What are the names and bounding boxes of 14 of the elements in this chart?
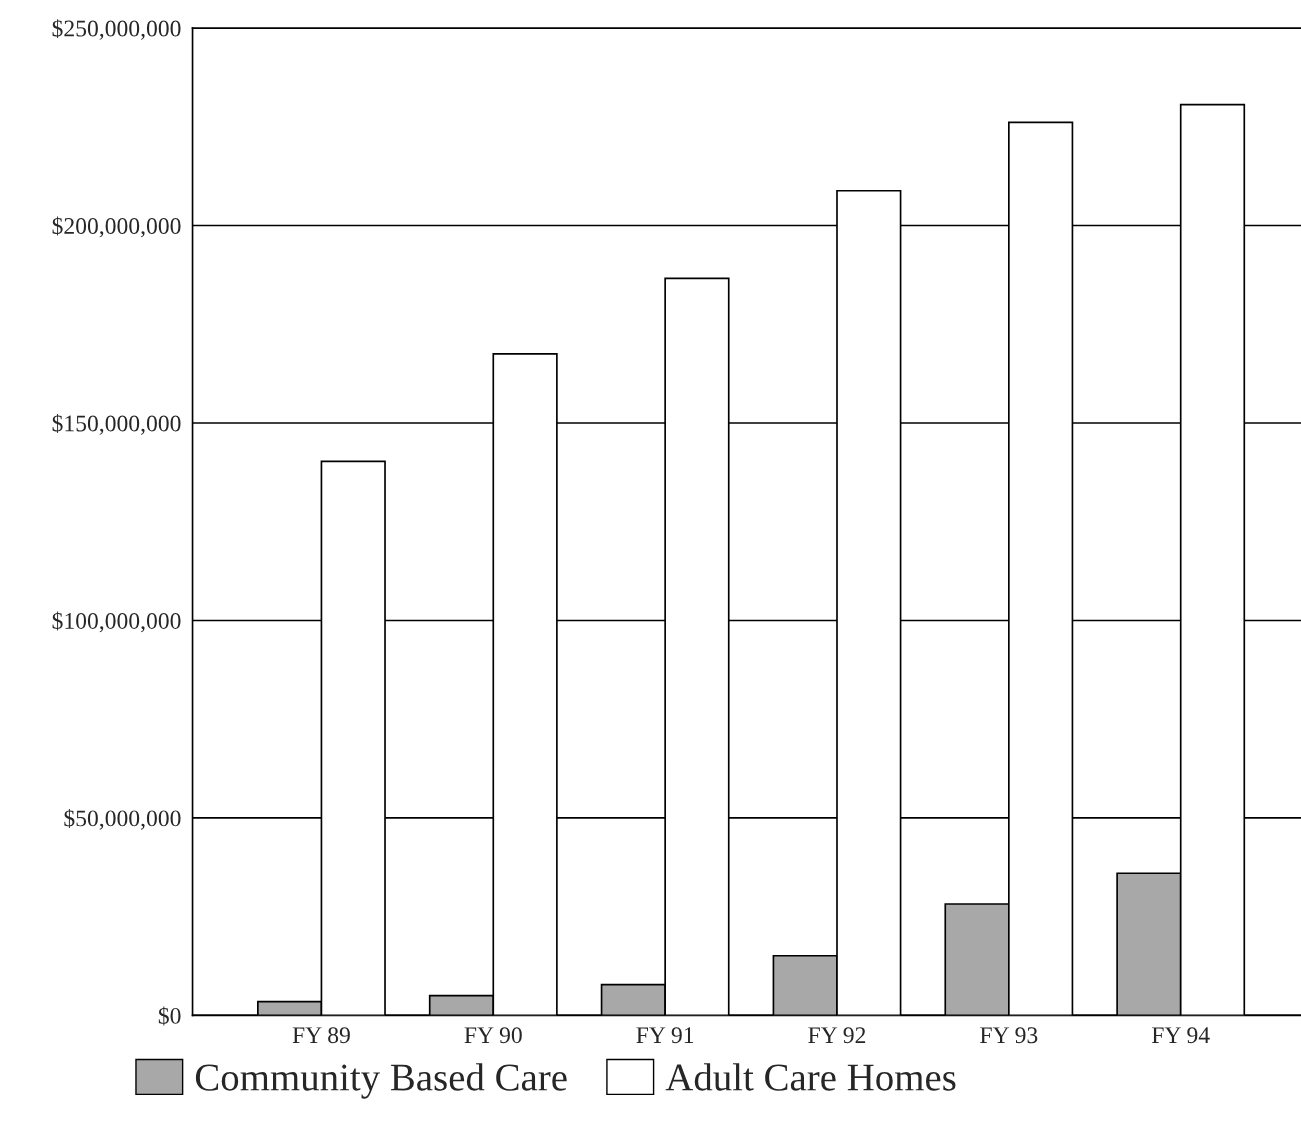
y-tick-label: $0 [158,1006,181,1026]
x-tick-label: FY 92 [808,1027,866,1044]
y-tick-label: $250,000,000 [52,19,181,40]
y-tick-label: $150,000,000 [52,414,181,435]
y-tick-label: $200,000,000 [52,216,181,238]
x-tick-label: FY 89 [292,1027,350,1044]
x-tick-label: FY 91 [636,1027,694,1044]
legend-label: Adult Care Homes [665,1063,956,1091]
x-tick-label: FY 90 [464,1027,522,1044]
y-tick-label: $50,000,000 [64,809,181,830]
y-tick-label: $100,000,000 [52,611,181,633]
x-tick-label: FY 93 [980,1027,1038,1044]
legend-label: Community Based Care [195,1063,567,1099]
x-tick-label: FY 94 [1151,1027,1210,1044]
